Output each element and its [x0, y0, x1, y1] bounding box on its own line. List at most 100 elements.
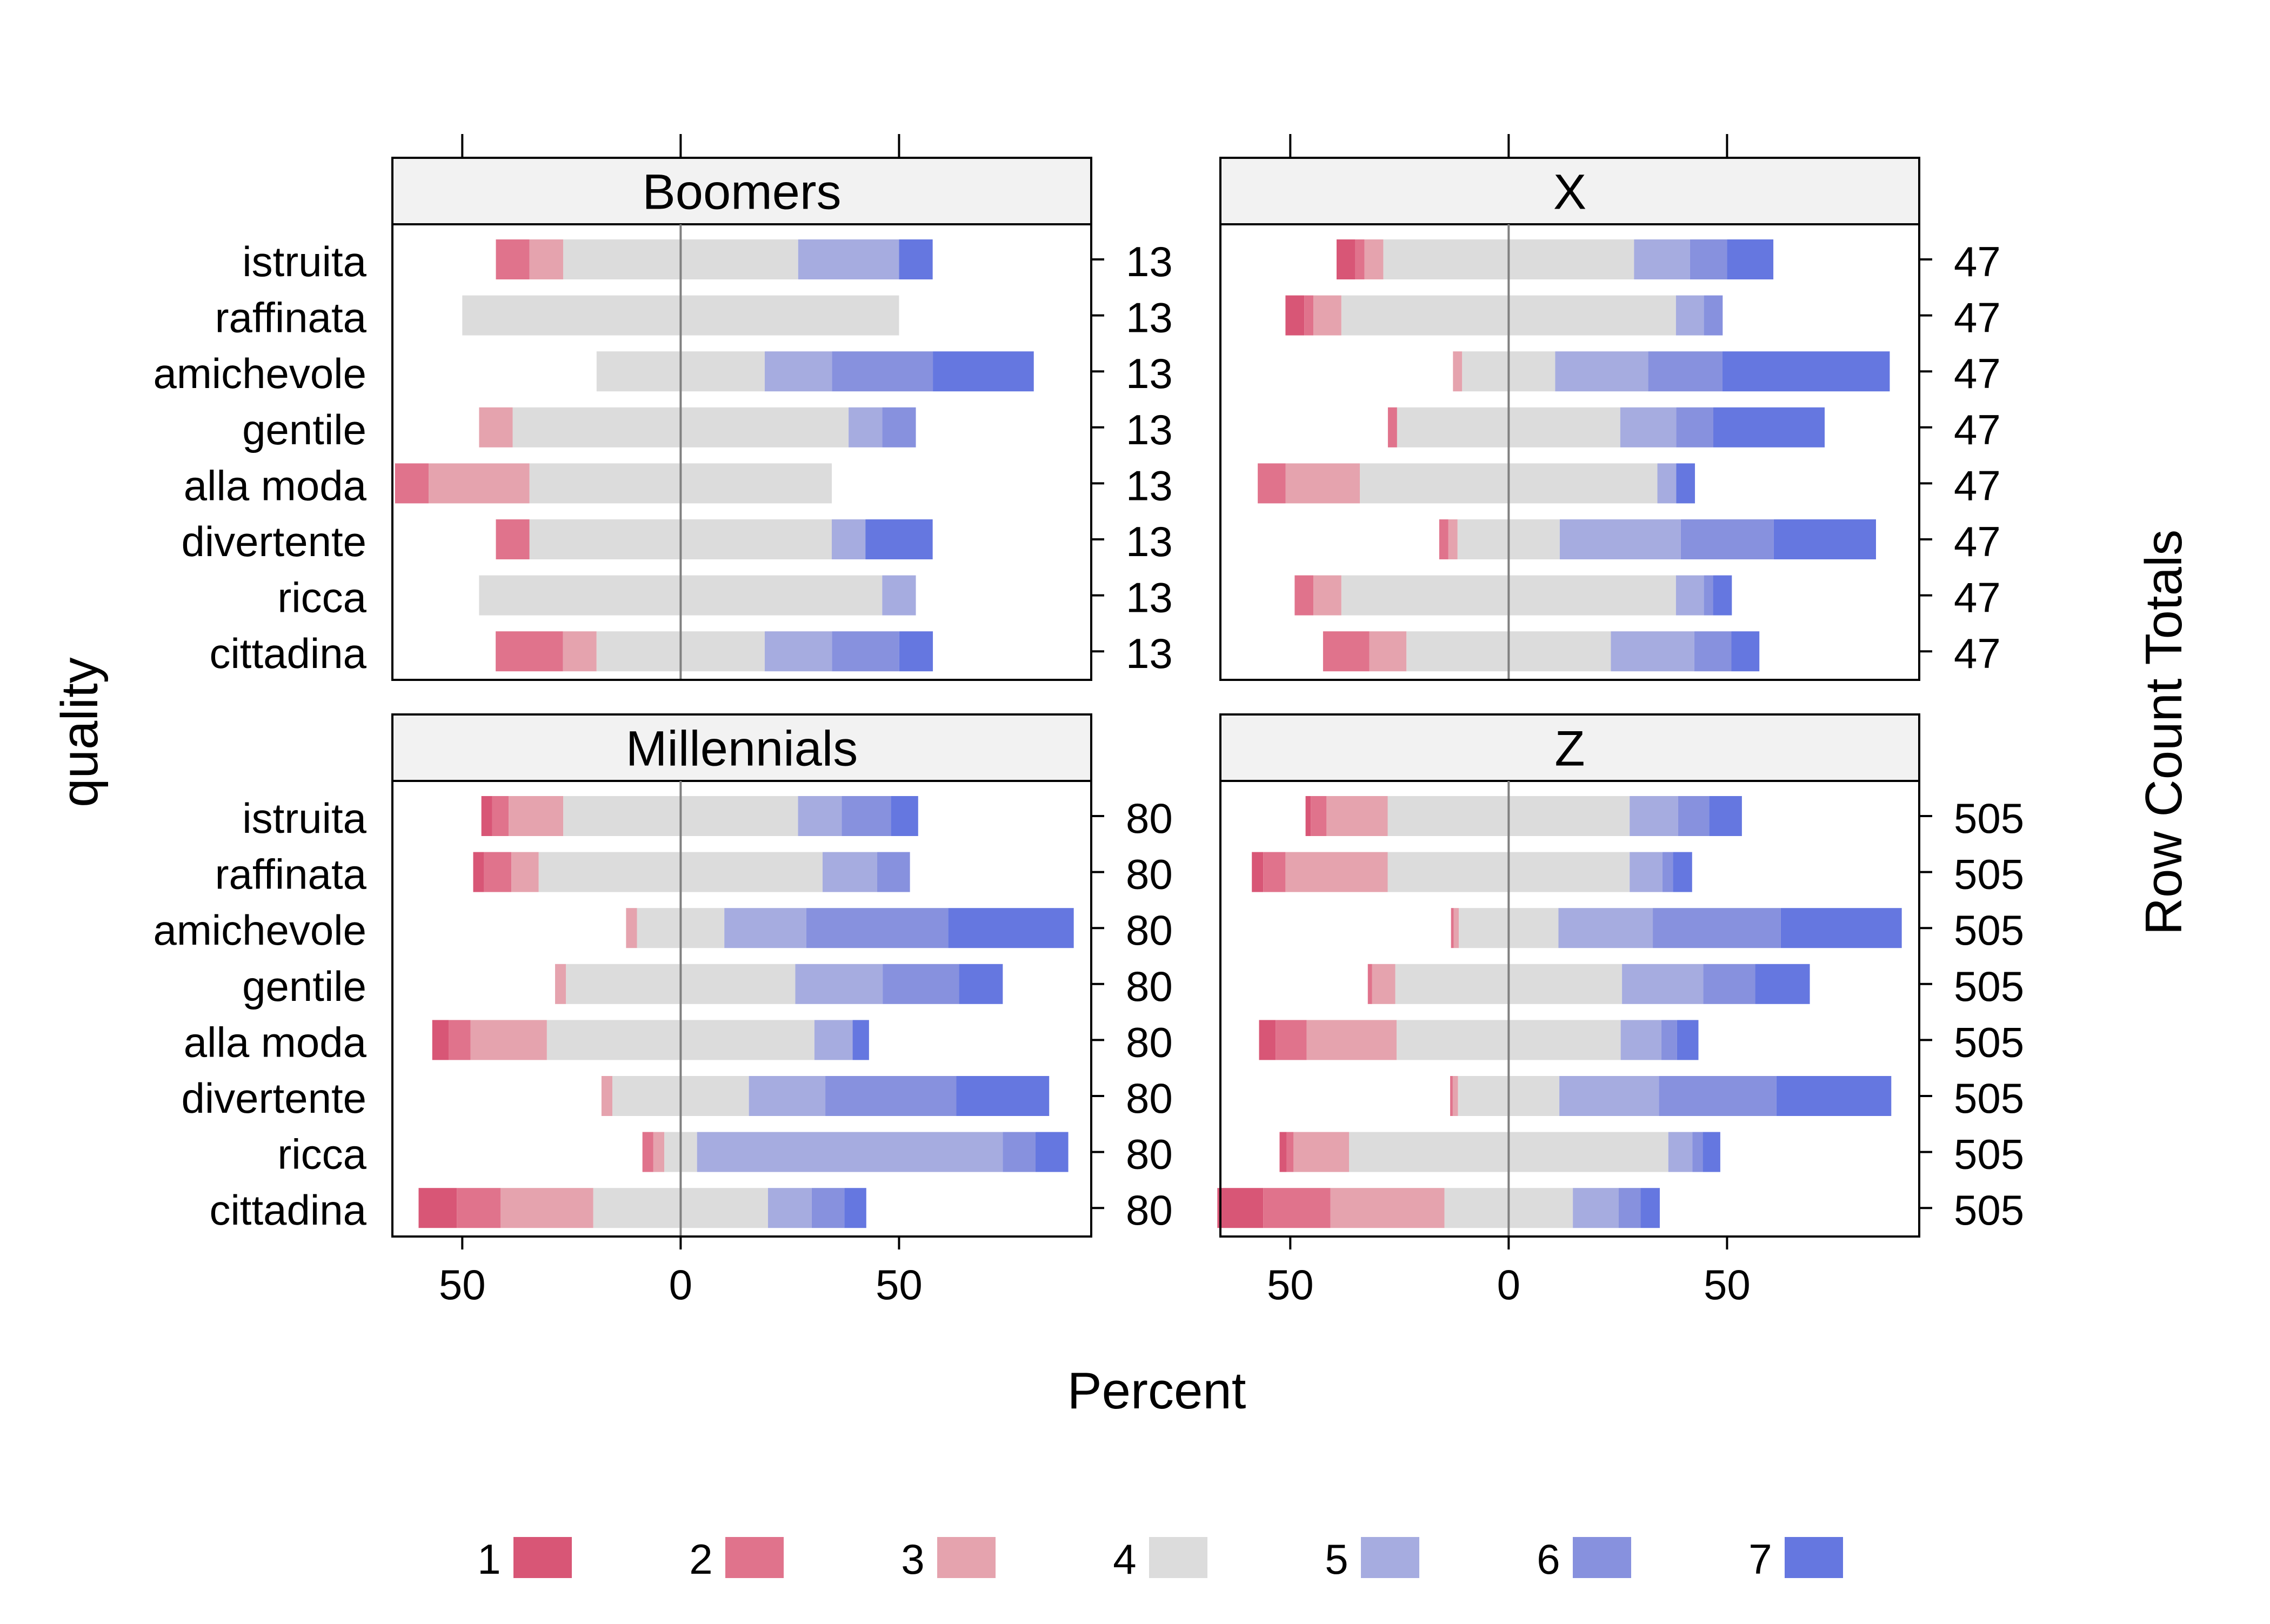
bar-segment: [1713, 575, 1732, 616]
bar-segment: [473, 852, 484, 892]
bar-segment: [877, 852, 910, 892]
panel-strip: [1219, 713, 1920, 782]
bar-segment: [1558, 908, 1653, 948]
y-tick-label: amichevole: [153, 906, 366, 954]
panel-boomers: Boomers istruita raffinata amichevole gentil…: [153, 134, 1173, 681]
bar-segment: [806, 908, 949, 948]
bar-segment: [899, 631, 933, 672]
bar-segment: [496, 631, 563, 672]
bar-segment: [1364, 239, 1384, 279]
row-total-label: 80: [1126, 1074, 1173, 1122]
bar-segment: [1648, 351, 1722, 392]
bar-segment: [795, 964, 883, 1004]
bar-segment: [1559, 1076, 1659, 1116]
bar-segment: [1304, 295, 1314, 336]
x-tick-label: 50: [1267, 1261, 1314, 1308]
x-tick-label: 0: [669, 1261, 692, 1308]
bar-segment: [959, 964, 1003, 1004]
y-tick-label: gentile: [242, 406, 366, 453]
row-total-label: 13: [1126, 238, 1173, 285]
bar-segment: [1559, 519, 1681, 559]
bar-segment: [1369, 631, 1407, 672]
bar-segment: [832, 351, 933, 392]
bar-segment: [1678, 796, 1710, 836]
bar-segment: [749, 1076, 826, 1116]
row-total-label: 47: [1954, 518, 2001, 565]
bar-segment: [1611, 631, 1694, 672]
bar-segment: [1285, 463, 1360, 504]
bar-segment: [849, 407, 883, 447]
bar-segment: [882, 575, 916, 616]
bar-segment: [1355, 239, 1365, 279]
bar-segment: [1279, 1132, 1287, 1172]
bar-segment: [823, 852, 878, 892]
row-total-label: 47: [1954, 294, 2001, 342]
bar-segment: [798, 239, 899, 279]
bar-segment: [1555, 351, 1648, 392]
bar-segment: [1673, 852, 1692, 892]
bar-segment: [500, 1188, 593, 1228]
bar-segment: [1634, 239, 1690, 279]
bar-segment: [1293, 1132, 1349, 1172]
bar-segment: [601, 1076, 613, 1116]
panel-title: X: [1553, 165, 1586, 220]
bar-segment: [1263, 852, 1286, 892]
row-total-label: 80: [1126, 963, 1173, 1010]
bar-segment: [457, 1188, 501, 1228]
panel-strip: [391, 713, 1092, 782]
y-tick-label: cittadina: [209, 630, 366, 677]
bar-segment: [1294, 575, 1314, 616]
bar-segment: [832, 631, 899, 672]
y-tick-label: istruita: [242, 794, 366, 842]
bar-segment: [764, 351, 832, 392]
row-total-label: 47: [1954, 406, 2001, 453]
bar-segment: [767, 1188, 812, 1228]
y-tick-label: raffinata: [215, 294, 367, 342]
bar-segment: [1620, 407, 1677, 447]
panel-strip: [391, 157, 1092, 225]
bar-segment: [1003, 1132, 1036, 1172]
bar-segment: [1703, 964, 1755, 1004]
bar-segment: [1680, 519, 1774, 559]
legend-swatch: [1361, 1537, 1419, 1578]
bar-segment: [1722, 351, 1890, 392]
row-total-label: 505: [1954, 1018, 2024, 1066]
bar-segment: [948, 908, 1074, 948]
bar-segment: [1657, 463, 1677, 504]
y-tick-label: divertente: [181, 1074, 366, 1122]
bar-segment: [492, 796, 509, 836]
bar-segment: [1313, 295, 1341, 336]
row-total-label: 47: [1954, 630, 2001, 677]
panel-border: [391, 157, 1092, 681]
bar-segment: [1676, 463, 1695, 504]
y-tick-label: alla moda: [184, 1018, 367, 1066]
bar-segment: [1675, 295, 1704, 336]
row-total-label: 505: [1954, 1186, 2024, 1234]
panel-border: [1219, 157, 1920, 681]
bar-segment: [1677, 1020, 1699, 1060]
row-total-label: 13: [1126, 630, 1173, 677]
bar-segment: [1452, 1076, 1458, 1116]
row-total-label: 47: [1954, 350, 2001, 397]
row-total-label: 47: [1954, 574, 2001, 621]
bar-segment: [1659, 1076, 1777, 1116]
bar-segment: [865, 519, 933, 559]
bar-segment: [1668, 1132, 1693, 1172]
bar-segment: [1573, 1188, 1619, 1228]
bar-segment: [470, 1020, 547, 1060]
bar-segment: [825, 1076, 957, 1116]
y-tick-label: ricca: [277, 574, 366, 621]
bar-segment: [1676, 407, 1713, 447]
row-total-label: 47: [1954, 238, 2001, 285]
row-total-label: 80: [1126, 1131, 1173, 1178]
bar-segment: [1453, 351, 1463, 392]
bar-segment: [481, 796, 492, 836]
legend-label: 1: [477, 1535, 500, 1583]
bar-segment: [831, 519, 866, 559]
bar-segment: [1704, 575, 1713, 616]
legend-swatch: [513, 1537, 572, 1578]
bar-segment: [814, 1020, 853, 1060]
bar-segment: [1330, 1188, 1445, 1228]
row-total-label: 13: [1126, 350, 1173, 397]
panel-title: Z: [1554, 721, 1585, 777]
